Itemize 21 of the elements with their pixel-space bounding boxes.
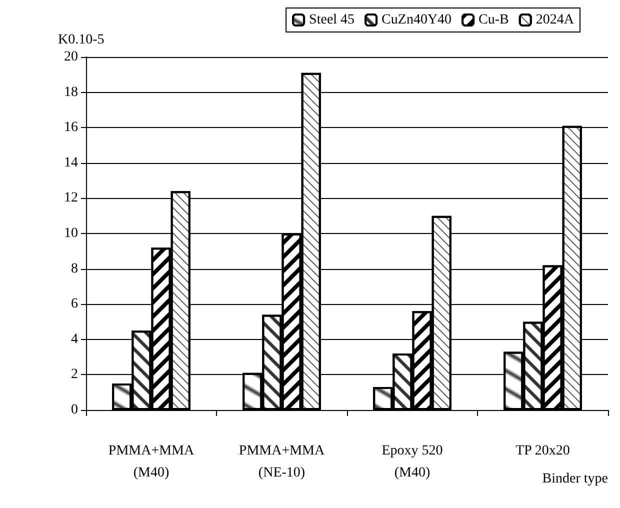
x-tick-label: Epoxy 520 (M40) <box>382 444 443 480</box>
legend-label: Steel 45 <box>309 12 355 28</box>
y-tick-label: 12 <box>64 190 78 206</box>
x-axis-title: Binder type <box>542 472 608 486</box>
legend-label: Cu-B <box>478 12 509 28</box>
legend-label: CuZn40Y40 <box>382 12 452 28</box>
y-tick-label: 10 <box>64 226 78 241</box>
x-tick-label: PMMA+MMA (M40) <box>108 444 195 480</box>
x-tick-label: PMMA+MMA (NE-10) <box>238 444 326 480</box>
y-tick-label: 0 <box>71 402 78 418</box>
y-tick-label: 4 <box>71 332 78 347</box>
y-tick-label: 2 <box>71 367 78 382</box>
y-tick-label: 8 <box>71 261 78 276</box>
y-tick-label: 6 <box>71 296 78 312</box>
y-tick-label: 18 <box>64 84 78 100</box>
x-tick-label: TP 20x20 <box>516 444 570 458</box>
legend-label: 2024A <box>536 12 575 28</box>
y-tick-label: 14 <box>64 155 78 170</box>
y-tick-label: 20 <box>64 50 78 64</box>
y-axis-title: K0.10-5 <box>58 32 104 48</box>
y-tick-label: 16 <box>64 120 78 136</box>
